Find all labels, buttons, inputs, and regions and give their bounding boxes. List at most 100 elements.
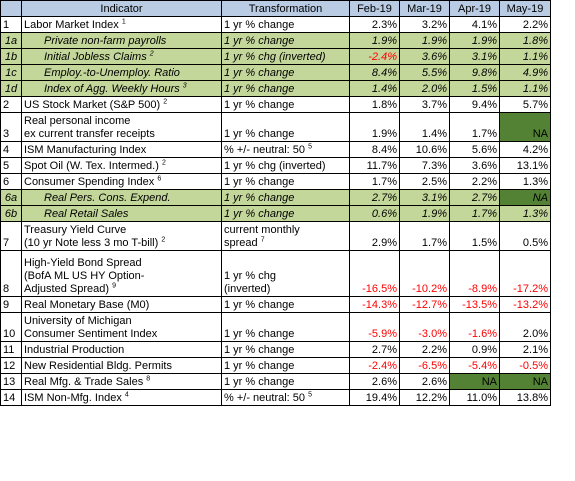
row-index: 7 (0, 221, 22, 251)
value-cell: 1.9% (449, 32, 500, 49)
value-cell: -5.4% (449, 357, 500, 374)
value-cell: 0.6% (349, 205, 400, 222)
value-cell: 2.0% (399, 80, 450, 97)
transformation-text: current monthly (224, 224, 300, 236)
indicator-text: ISM Manufacturing Index (24, 144, 147, 156)
transformation-text: 1 yr % change (224, 208, 295, 220)
value-cell: 8.4% (349, 64, 400, 81)
transformation-text: 1 yr % change (224, 376, 295, 388)
footnote-marker: 5 (308, 143, 312, 151)
footnote-marker: 2 (161, 236, 166, 244)
value-cell: 1.5% (449, 221, 500, 251)
row-index: 4 (0, 141, 22, 158)
indicator-text: ex current transfer receipts (24, 128, 155, 140)
value-cell: 3.1% (399, 189, 450, 206)
transformation: % +/- neutral: 50 5 (221, 141, 350, 158)
indicator-name: Real Retail Sales (21, 205, 222, 222)
value-cell-na: NA (499, 112, 551, 142)
indicator-name: New Residential Bldg. Permits (21, 357, 222, 374)
transformation-text: 1 yr % chg (inverted) (224, 160, 326, 172)
value-cell: -2.4% (349, 357, 400, 374)
value-cell: 2.7% (349, 341, 400, 358)
value-cell: -13.2% (499, 296, 551, 313)
value-cell: 1.9% (399, 205, 450, 222)
indicator-text: Initial Jobless Claims (44, 51, 147, 63)
footnote-marker: 3 (182, 82, 187, 90)
value-cell: -12.7% (399, 296, 450, 313)
row-index: 8 (0, 250, 22, 297)
value-cell: 1.3% (499, 173, 551, 190)
value-cell-na: NA (499, 373, 551, 390)
value-cell: -16.5% (349, 250, 400, 297)
value-cell: 3.7% (399, 96, 450, 113)
value-cell: 1.8% (349, 96, 400, 113)
transformation-text: 1 yr % change (224, 360, 295, 372)
header-index-cell (0, 0, 22, 17)
value-cell: 2.2% (499, 16, 551, 33)
table-row: 9 Real Monetary Base (M0) 1 yr % change -14… (0, 296, 551, 313)
value-cell: 0.5% (499, 221, 551, 251)
transformation: 1 yr % change (221, 296, 350, 313)
table-row: 1a Private non-farm payrolls 1 yr % change… (0, 32, 551, 49)
value-cell: 2.3% (349, 16, 400, 33)
header-month: Apr-19 (449, 0, 500, 17)
value-cell: 1.7% (349, 173, 400, 190)
row-index: 1d (0, 80, 22, 97)
transformation: % +/- neutral: 50 5 (221, 389, 350, 406)
transformation-text: 1 yr % change (224, 35, 295, 47)
value-cell: 5.6% (449, 141, 500, 158)
value-cell-na: NA (449, 373, 500, 390)
transformation-text: 1 yr % change (224, 192, 295, 204)
table-row: 1c Employ.-to-Unemploy. Ratio 1 yr % chang… (0, 64, 551, 81)
indicator-text: US Stock Market (S&P 500) (24, 99, 161, 111)
value-cell: -8.9% (449, 250, 500, 297)
transformation-text: (inverted) (224, 283, 271, 295)
transformation-text: 1 yr % change (224, 299, 295, 311)
transformation: 1 yr % change (221, 16, 350, 33)
row-index: 6 (0, 173, 22, 190)
footnote-marker: 4 (124, 391, 129, 399)
value-cell: 1.7% (449, 205, 500, 222)
table-row: 10 University of Michigan Consumer Sentime… (0, 312, 551, 342)
indicator-text: (BofA ML US HY Option- (24, 270, 145, 282)
row-index: 1b (0, 48, 22, 65)
value-cell: 3.2% (399, 16, 450, 33)
indicator-name: Initial Jobless Claims 2 (21, 48, 222, 65)
transformation-text: 1 yr % change (224, 176, 295, 188)
transformation-text: 1 yr % change (224, 328, 295, 340)
value-cell: 1.1% (499, 48, 551, 65)
table-row: 3 Real personal income ex current transfer… (0, 112, 551, 142)
indicator-text: University of Michigan (24, 315, 132, 327)
value-cell: -5.9% (349, 312, 400, 342)
value-cell: 3.6% (399, 48, 450, 65)
transformation: 1 yr % change (221, 112, 350, 142)
indicator-name: Industrial Production (21, 341, 222, 358)
table-row: 7 Treasury Yield Curve (10 yr Note less 3 … (0, 221, 551, 251)
value-cell: 4.1% (449, 16, 500, 33)
value-cell: 2.7% (449, 189, 500, 206)
value-cell: 2.1% (499, 341, 551, 358)
transformation-text: % +/- neutral: 50 (224, 144, 306, 156)
indicator-text: Real Pers. Cons. Expend. (44, 192, 171, 204)
indicator-text: Treasury Yield Curve (24, 224, 127, 236)
value-cell: 13.8% (499, 389, 551, 406)
indicator-text: High-Yield Bond Spread (24, 257, 142, 269)
table-row: 14 ISM Non-Mfg. Index 4% +/- neutral: 50 … (0, 389, 551, 406)
table-row: 4 ISM Manufacturing Index % +/- neutral: 5… (0, 141, 551, 158)
transformation: 1 yr % chg (inverted) (221, 157, 350, 174)
value-cell: 11.7% (349, 157, 400, 174)
value-cell: 2.6% (349, 373, 400, 390)
indicator-name: US Stock Market (S&P 500) 2 (21, 96, 222, 113)
footnote-marker: 6 (157, 175, 162, 183)
row-index: 12 (0, 357, 22, 374)
transformation: current monthly spread 7 (221, 221, 350, 251)
transformation-text: % +/- neutral: 50 (224, 392, 306, 404)
value-cell: 4.9% (499, 64, 551, 81)
table-row: 8 High-Yield Bond Spread (BofA ML US HY Op… (0, 250, 551, 297)
